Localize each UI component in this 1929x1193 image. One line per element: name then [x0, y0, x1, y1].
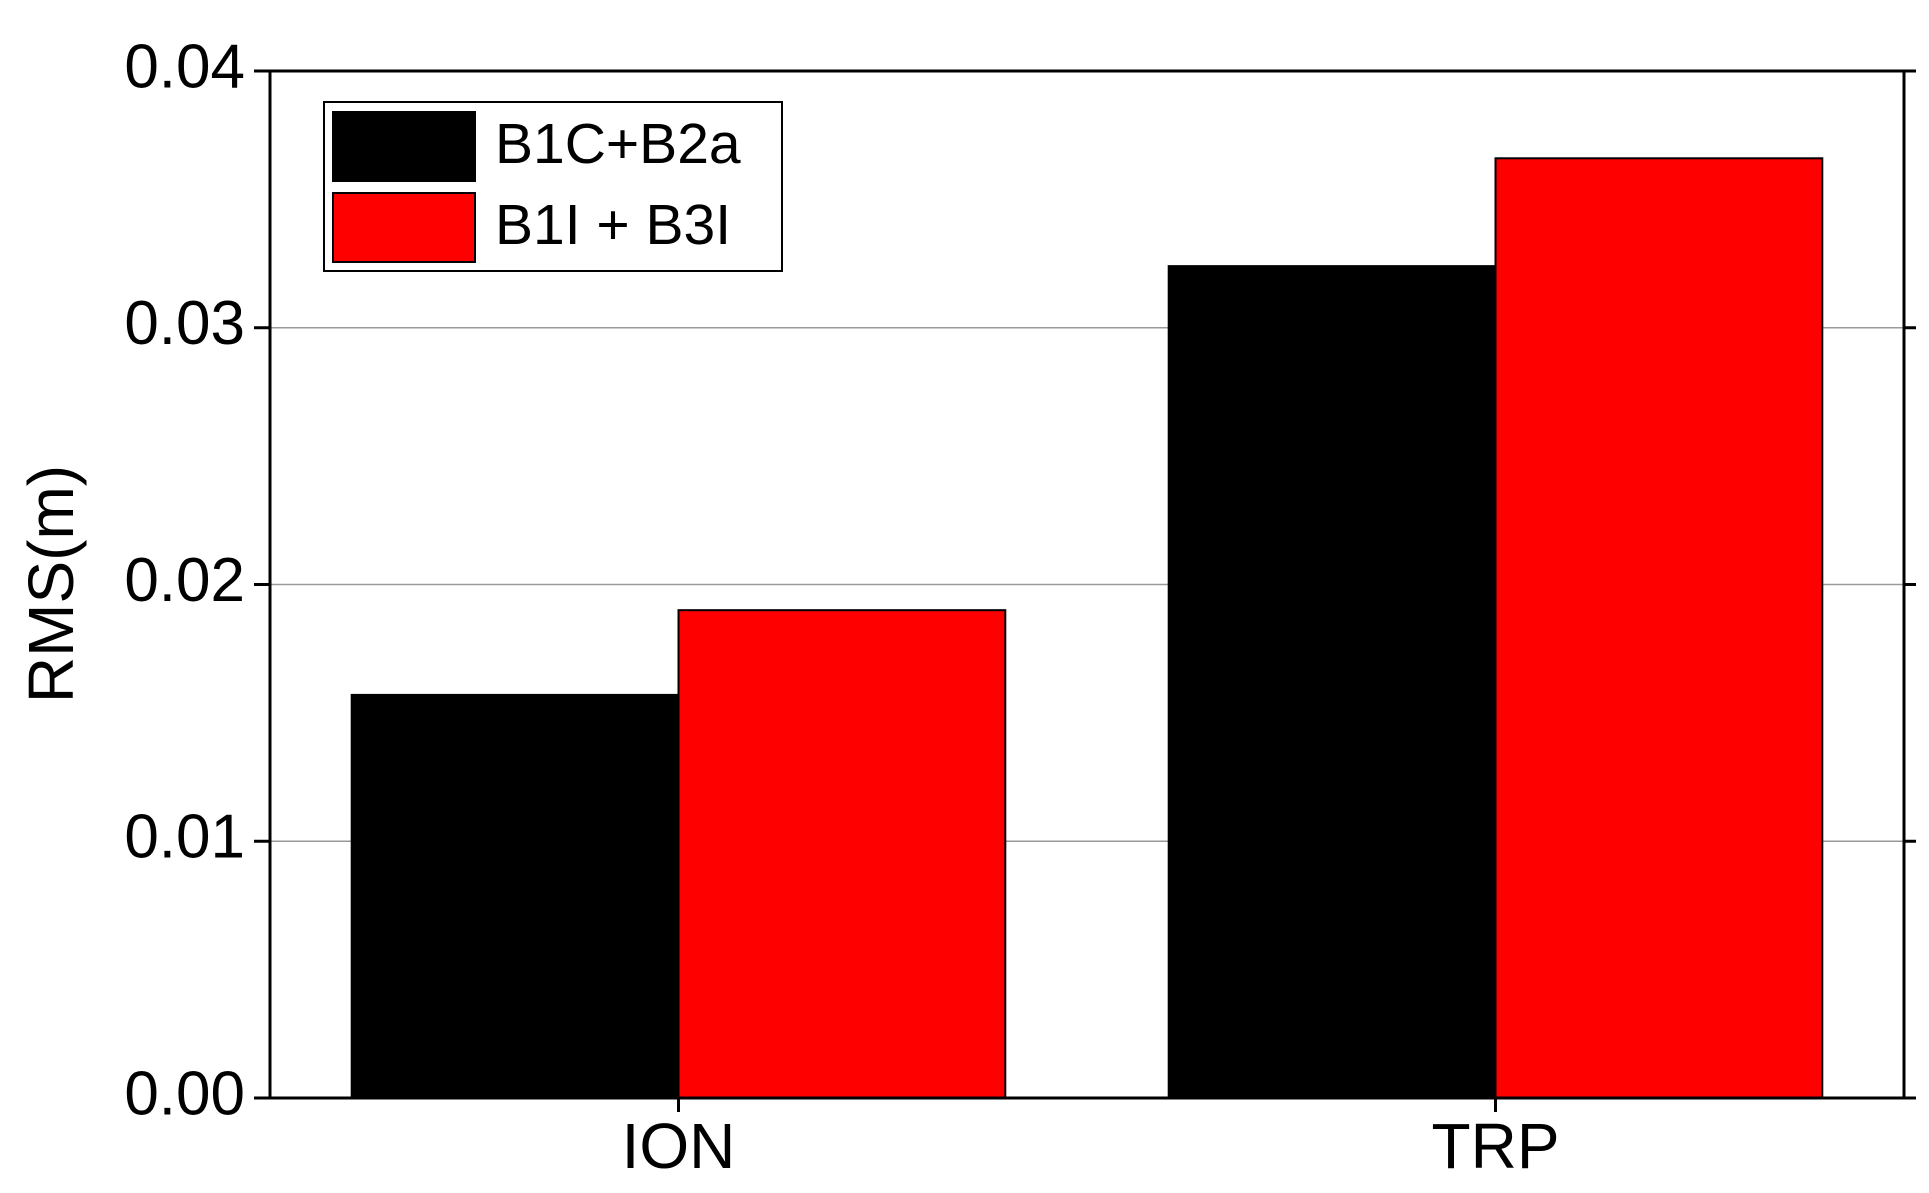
x-tick-label: ION	[622, 1110, 736, 1182]
y-axis-label: RMS(m)	[15, 465, 87, 703]
x-tick-label: TRP	[1432, 1110, 1560, 1182]
y-tick-label: 0.03	[124, 289, 245, 358]
y-tick-label: 0.01	[124, 803, 245, 872]
legend-label: B1C+B2a	[495, 112, 741, 176]
bar	[350, 693, 680, 1100]
y-tick-label: 0.00	[124, 1059, 245, 1128]
legend-swatch	[332, 192, 476, 263]
y-tick-label: 0.04	[124, 32, 245, 101]
y-tick-label: 0.02	[124, 546, 245, 615]
bar	[1494, 157, 1824, 1100]
plot-frame	[268, 69, 1906, 1100]
bar	[1167, 265, 1497, 1099]
legend-swatch	[332, 111, 476, 182]
bar	[677, 609, 1007, 1099]
legend-label: B1I + B3I	[495, 193, 731, 257]
